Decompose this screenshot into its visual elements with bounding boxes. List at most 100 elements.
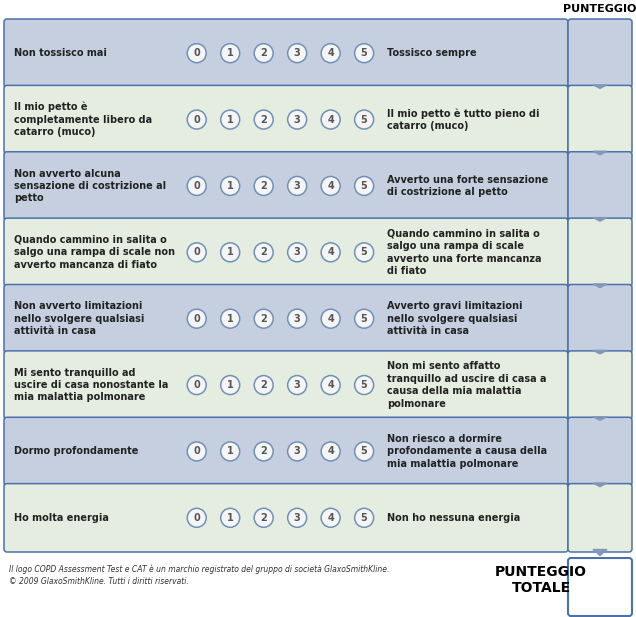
Text: 3: 3 [294, 115, 301, 125]
Circle shape [187, 243, 206, 262]
Circle shape [221, 176, 240, 196]
FancyBboxPatch shape [4, 417, 568, 486]
Text: 5: 5 [361, 380, 368, 390]
Circle shape [321, 243, 340, 262]
Circle shape [355, 442, 373, 461]
Text: Avverto gravi limitazioni
nello svolgere qualsiasi
attività in casa: Avverto gravi limitazioni nello svolgere… [387, 301, 522, 336]
Text: 4: 4 [328, 115, 334, 125]
Circle shape [321, 110, 340, 129]
Text: 2: 2 [260, 380, 267, 390]
Text: 0: 0 [193, 115, 200, 125]
FancyBboxPatch shape [568, 152, 632, 220]
Circle shape [287, 243, 307, 262]
Circle shape [355, 376, 373, 394]
Text: 1: 1 [227, 247, 233, 257]
FancyBboxPatch shape [4, 19, 568, 88]
Text: 5: 5 [361, 115, 368, 125]
Text: Non avverto limitazioni
nello svolgere qualsiasi
attività in casa: Non avverto limitazioni nello svolgere q… [14, 301, 144, 336]
Polygon shape [593, 284, 607, 288]
Circle shape [254, 243, 273, 262]
Text: 2: 2 [260, 48, 267, 58]
Circle shape [321, 176, 340, 196]
Polygon shape [593, 85, 607, 88]
FancyBboxPatch shape [568, 484, 632, 552]
Text: 2: 2 [260, 181, 267, 191]
FancyBboxPatch shape [4, 218, 568, 286]
Text: 0: 0 [193, 247, 200, 257]
FancyBboxPatch shape [568, 351, 632, 419]
Circle shape [254, 376, 273, 394]
Circle shape [187, 110, 206, 129]
Circle shape [221, 508, 240, 528]
Circle shape [221, 110, 240, 129]
Circle shape [321, 309, 340, 328]
Text: Quando cammino in salita o
salgo una rampa di scale non
avverto mancanza di fiat: Quando cammino in salita o salgo una ram… [14, 235, 175, 270]
Text: 3: 3 [294, 513, 301, 523]
Circle shape [254, 309, 273, 328]
Text: PUNTEGGIO: PUNTEGGIO [563, 4, 636, 14]
FancyBboxPatch shape [568, 558, 632, 616]
Polygon shape [593, 416, 607, 420]
Circle shape [287, 376, 307, 394]
Text: 2: 2 [260, 513, 267, 523]
FancyBboxPatch shape [4, 85, 568, 154]
Text: Tossisco sempre: Tossisco sempre [387, 48, 476, 58]
Circle shape [321, 508, 340, 528]
Text: Quando cammino in salita o
salgo una rampa di scale
avverto una forte mancanza
d: Quando cammino in salita o salgo una ram… [387, 229, 541, 276]
Circle shape [287, 508, 307, 528]
Text: 1: 1 [227, 181, 233, 191]
Circle shape [254, 44, 273, 63]
Circle shape [355, 110, 373, 129]
Polygon shape [593, 218, 607, 221]
Text: 3: 3 [294, 447, 301, 457]
FancyBboxPatch shape [568, 19, 632, 88]
Circle shape [321, 376, 340, 394]
Text: Dormo profondamente: Dormo profondamente [14, 447, 139, 457]
Text: 1: 1 [227, 513, 233, 523]
Text: Avverto una forte sensazione
di costrizione al petto: Avverto una forte sensazione di costrizi… [387, 175, 548, 197]
Circle shape [254, 176, 273, 196]
FancyBboxPatch shape [568, 218, 632, 286]
Circle shape [287, 309, 307, 328]
Text: 5: 5 [361, 247, 368, 257]
Text: Ho molta energia: Ho molta energia [14, 513, 109, 523]
Text: 4: 4 [328, 380, 334, 390]
Text: 3: 3 [294, 313, 301, 324]
Circle shape [287, 110, 307, 129]
Circle shape [187, 376, 206, 394]
Circle shape [254, 110, 273, 129]
Text: 1: 1 [227, 115, 233, 125]
Circle shape [355, 176, 373, 196]
Text: 5: 5 [361, 447, 368, 457]
Text: Non avverto alcuna
sensazione di costrizione al
petto: Non avverto alcuna sensazione di costriz… [14, 168, 166, 204]
Text: 5: 5 [361, 48, 368, 58]
Circle shape [355, 243, 373, 262]
Text: 5: 5 [361, 313, 368, 324]
Circle shape [254, 508, 273, 528]
Text: 0: 0 [193, 447, 200, 457]
Text: 2: 2 [260, 115, 267, 125]
Text: 1: 1 [227, 313, 233, 324]
FancyBboxPatch shape [568, 284, 632, 353]
Text: 3: 3 [294, 380, 301, 390]
Circle shape [221, 442, 240, 461]
Text: 4: 4 [328, 247, 334, 257]
Text: 2: 2 [260, 313, 267, 324]
FancyBboxPatch shape [4, 284, 568, 353]
Text: Non mi sento affatto
tranquillo ad uscire di casa a
causa della mia malattia
pol: Non mi sento affatto tranquillo ad uscir… [387, 362, 546, 408]
Text: 3: 3 [294, 247, 301, 257]
Text: 5: 5 [361, 513, 368, 523]
Circle shape [254, 442, 273, 461]
Text: 5: 5 [361, 181, 368, 191]
FancyBboxPatch shape [568, 417, 632, 486]
Text: 4: 4 [328, 313, 334, 324]
Text: 4: 4 [328, 513, 334, 523]
FancyBboxPatch shape [4, 351, 568, 419]
Circle shape [221, 309, 240, 328]
Text: 1: 1 [227, 380, 233, 390]
Text: 4: 4 [328, 447, 334, 457]
Text: 4: 4 [328, 48, 334, 58]
Circle shape [221, 376, 240, 394]
Circle shape [321, 44, 340, 63]
Text: Il mio petto è tutto pieno di
catarro (muco): Il mio petto è tutto pieno di catarro (m… [387, 108, 539, 131]
